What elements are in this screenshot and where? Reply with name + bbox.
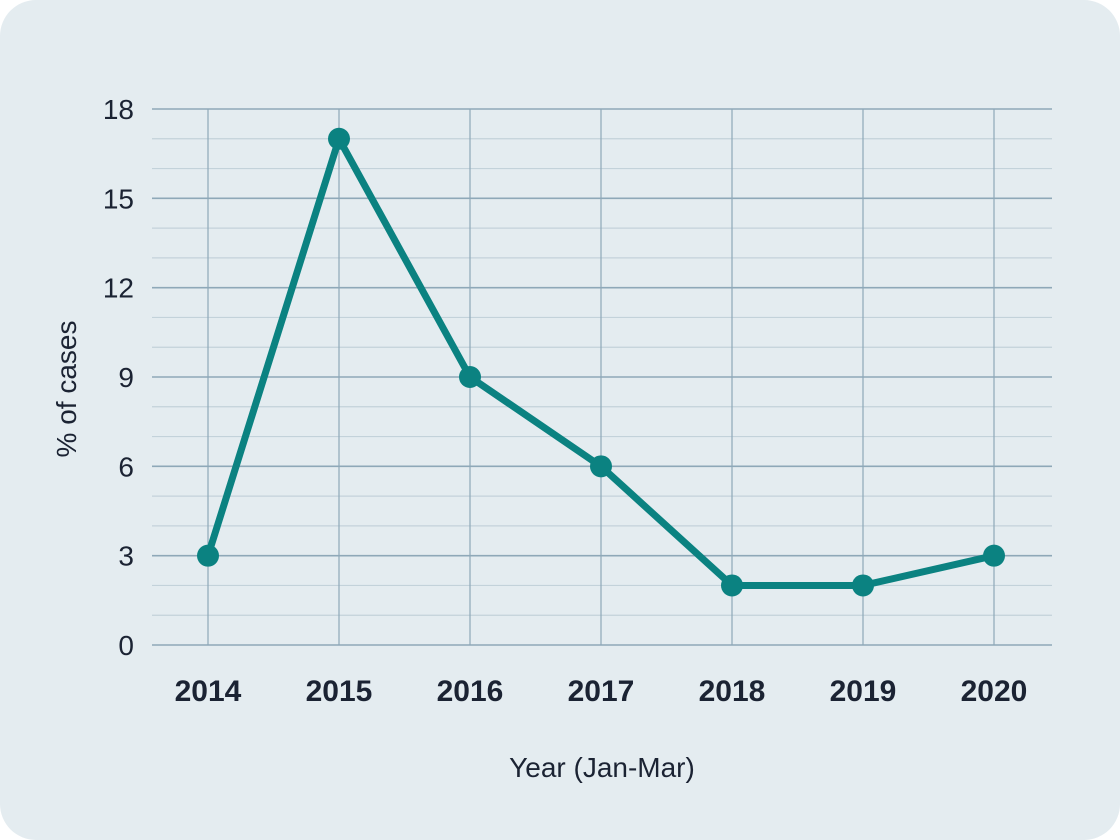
y-tick-label: 9 [118,362,134,393]
x-tick-labels: 2014 2015 2016 2017 2018 2019 2020 [175,675,1028,708]
y-tick-label: 0 [118,630,134,661]
data-point [590,455,612,478]
y-tick-label: 12 [103,273,134,304]
x-tick-label: 2017 [568,675,635,708]
x-tick-label: 2016 [437,675,504,708]
minor-gridlines [152,138,1052,616]
y-tick-label: 3 [118,541,134,572]
x-tick-label: 2018 [699,675,766,708]
data-point [328,127,350,150]
x-tick-label: 2014 [175,675,242,708]
data-point [721,574,743,597]
data-point [983,544,1005,567]
y-tick-label: 6 [118,451,134,482]
x-tick-label: 2019 [830,675,897,708]
x-tick-label: 2015 [306,675,373,708]
data-point [197,544,219,567]
data-point [459,366,481,388]
y-tick-label: 18 [103,94,134,125]
y-axis-label: % of cases [51,321,82,458]
y-tick-label: 15 [103,183,134,214]
y-tick-labels: 0 3 6 9 12 15 18 [103,94,134,661]
data-point [852,574,874,597]
major-gridlines [152,108,1052,646]
x-axis-label: Year (Jan-Mar) [509,752,695,783]
x-tick-label: 2020 [961,675,1028,708]
series-cases [197,127,1005,597]
